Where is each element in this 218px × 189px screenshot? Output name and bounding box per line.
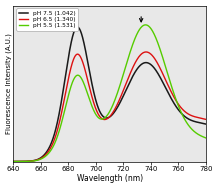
pH 5.5 (1.531) bbox=[12, 160, 15, 163]
pH 7.5 (1.042) bbox=[76, 26, 79, 28]
pH 6.5 (1.340) bbox=[145, 51, 147, 53]
pH 7.5 (1.042) bbox=[202, 122, 204, 125]
Legend: pH 7.5 (1.042), pH 6.5 (1.340), pH 5.5 (1.531): pH 7.5 (1.042), pH 6.5 (1.340), pH 5.5 (… bbox=[16, 9, 78, 31]
pH 5.5 (1.531) bbox=[113, 100, 116, 103]
pH 6.5 (1.340) bbox=[12, 160, 15, 163]
Line: pH 7.5 (1.042): pH 7.5 (1.042) bbox=[14, 27, 206, 161]
pH 7.5 (1.042) bbox=[168, 94, 171, 97]
pH 5.5 (1.531) bbox=[202, 136, 204, 138]
pH 7.5 (1.042) bbox=[101, 115, 104, 117]
pH 5.5 (1.531) bbox=[168, 79, 171, 81]
pH 5.5 (1.531) bbox=[101, 118, 104, 120]
pH 6.5 (1.340) bbox=[59, 119, 61, 121]
X-axis label: Wavelength (nm): Wavelength (nm) bbox=[77, 174, 143, 184]
pH 7.5 (1.042) bbox=[59, 108, 61, 110]
pH 6.5 (1.340) bbox=[113, 109, 116, 111]
pH 7.5 (1.042) bbox=[12, 160, 15, 163]
pH 6.5 (1.340) bbox=[202, 118, 204, 120]
pH 5.5 (1.531) bbox=[204, 137, 207, 139]
pH 6.5 (1.340) bbox=[204, 118, 207, 120]
pH 5.5 (1.531) bbox=[59, 127, 61, 129]
Line: pH 5.5 (1.531): pH 5.5 (1.531) bbox=[14, 25, 206, 161]
pH 5.5 (1.531) bbox=[78, 75, 81, 77]
pH 7.5 (1.042) bbox=[204, 123, 207, 125]
pH 7.5 (1.042) bbox=[78, 28, 81, 31]
pH 6.5 (1.340) bbox=[168, 87, 171, 90]
pH 6.5 (1.340) bbox=[101, 118, 104, 120]
pH 5.5 (1.531) bbox=[144, 24, 147, 26]
Line: pH 6.5 (1.340): pH 6.5 (1.340) bbox=[14, 52, 206, 161]
pH 6.5 (1.340) bbox=[78, 54, 81, 57]
pH 7.5 (1.042) bbox=[113, 111, 116, 113]
Y-axis label: Fluorescence Intensity (A.U.): Fluorescence Intensity (A.U.) bbox=[5, 33, 12, 134]
